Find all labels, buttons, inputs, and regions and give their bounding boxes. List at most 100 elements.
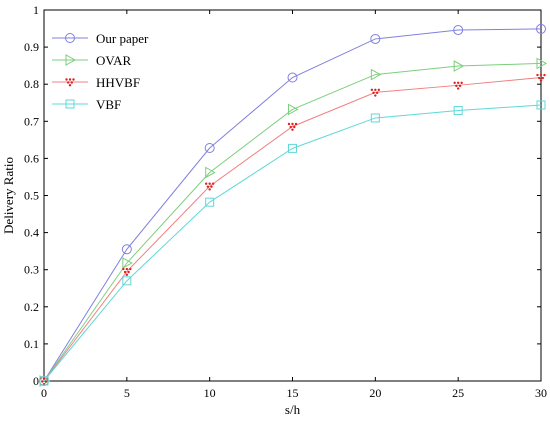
x-axis-label: s/h [285,402,301,417]
y-tick-label: 0.3 [24,263,39,277]
marker-dot [372,91,375,95]
marker-dot [72,78,75,81]
legend-entry: Our paper [52,31,149,46]
marker-dot [536,73,539,77]
x-tick-label: 15 [287,386,299,400]
x-tick-label: 0 [41,386,47,400]
marker-dot [456,81,460,85]
marker-dot [543,73,546,77]
data-point [370,68,382,81]
marker-dot [458,84,462,88]
legend-label: HHVBF [96,75,140,90]
data-point [39,376,49,386]
legend-label: VBF [96,97,121,112]
data-point [536,100,546,110]
marker-dot [370,88,374,92]
x-tick-label: 20 [369,386,381,400]
data-point [205,166,216,179]
marker-dot [291,122,294,126]
legend-marker [65,54,77,66]
marker-dot [538,76,541,80]
legend-entry: VBF [52,97,121,112]
marker-dot [455,84,458,88]
marker-dot [453,81,456,85]
marker-dot [539,73,543,77]
data-point [288,103,299,116]
series-layer [39,23,548,387]
data-point [121,244,132,255]
y-tick-label: 1 [33,3,39,17]
data-point [122,267,132,276]
marker-dot [293,125,296,129]
marker-dot [70,81,74,84]
legend-label: OVAR [96,53,131,68]
data-point [536,23,546,34]
marker-dot [122,267,125,271]
marker-dot [125,273,129,276]
data-point [536,57,548,70]
x-tick-label: 10 [204,386,216,400]
series-line [43,104,542,382]
y-axis-label: Delivery Ratio [1,157,16,234]
marker-dot [206,185,210,188]
data-point [453,81,463,90]
data-point [370,33,381,44]
marker-dot [208,182,211,185]
marker-dot [374,88,377,92]
y-tick-label: 0.1 [24,337,39,351]
data-point [122,276,132,286]
marker-dot [208,188,211,191]
marker-dot [68,84,72,87]
marker-dot [375,91,379,95]
marker-dot [211,182,215,185]
series-3 [39,100,546,386]
legend-entry: OVAR [52,53,131,68]
y-tick-label: 0.4 [24,226,39,240]
data-point [204,143,215,154]
marker-dot [289,125,292,129]
series-line [43,62,542,382]
marker-dot [68,78,72,81]
marker-dot [204,182,208,185]
legend-marker [65,99,75,109]
marker-dot [44,380,47,383]
legend: Our paper OVAR HHVBF VBF [52,31,149,112]
x-tick-label: 25 [452,386,464,400]
x-tick-label: 5 [124,386,130,400]
marker-dot [456,87,460,90]
data-point [287,72,298,83]
data-point [453,25,464,36]
y-tick-label: 0.8 [24,77,39,91]
marker-dot [123,270,127,274]
axis-ticks: 0 5 10 15 20 25 30 0 0.1 0.2 0.3 0.4 0.5 0.6 0.7 0.8 0.9… [24,3,547,400]
y-tick-label: 0 [33,374,39,388]
data-point [370,113,380,123]
marker-dot [210,185,213,188]
legend-label: Our paper [96,31,149,46]
marker-dot [287,122,291,126]
legend-marker [65,33,75,43]
marker-dot [541,76,544,80]
data-point [122,257,133,269]
data-point [536,73,546,82]
marker-dot [460,81,463,85]
data-point [370,88,381,97]
marker-dot [41,380,44,383]
plot-frame [43,9,542,382]
series-line [43,28,542,382]
y-tick-label: 0.5 [24,189,39,203]
data-point [287,122,298,131]
data-point [205,197,215,207]
marker-dot [539,79,543,82]
y-tick-label: 0.6 [24,151,39,165]
y-tick-label: 0.7 [24,114,39,128]
marker-dot [294,122,298,126]
legend-entry: HHVBF [52,75,140,90]
series-0 [39,23,546,386]
y-tick-label: 0.2 [24,300,39,314]
marker-dot [377,88,381,92]
legend-marker [65,78,75,87]
data-point [288,143,297,153]
series-2 [39,73,546,386]
